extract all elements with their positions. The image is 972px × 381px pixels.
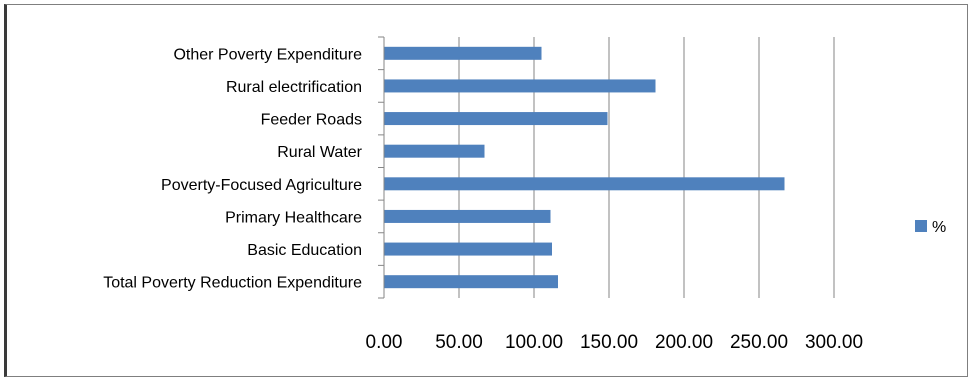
bar-6 [384, 242, 552, 256]
category-label: Rural electrification [226, 79, 362, 96]
legend: % [915, 219, 946, 236]
legend-swatch [915, 220, 927, 232]
bar-3 [384, 144, 485, 158]
x-tick-label: 0.00 [366, 332, 403, 353]
x-tick-label: 250.00 [730, 332, 788, 353]
chart-frame [4, 4, 968, 377]
category-label: Other Poverty Expenditure [173, 46, 362, 63]
x-tick-label: 100.00 [505, 332, 563, 353]
category-label: Rural Water [277, 144, 362, 161]
category-label: Primary Healthcare [225, 209, 362, 226]
bar-1 [384, 79, 656, 93]
category-label: Total Poverty Reduction Expenditure [103, 275, 362, 292]
x-tick-label: 50.00 [435, 332, 483, 353]
category-label: Poverty-Focused Agriculture [161, 177, 362, 194]
category-labels: Other Poverty Expenditure Rural electrifi… [103, 46, 362, 291]
value-axis-labels: 0.00 50.00 100.00 150.00 200.00 250.00 300.00 [366, 332, 864, 353]
bar-2 [384, 112, 608, 126]
x-tick-label: 300.00 [805, 332, 863, 353]
bar-7 [384, 275, 558, 289]
x-tick-label: 150.00 [580, 332, 638, 353]
category-label: Basic Education [247, 242, 362, 259]
category-label: Feeder Roads [261, 112, 362, 129]
bar-4 [384, 177, 785, 191]
bar-5 [384, 209, 551, 223]
bars [384, 46, 785, 289]
x-tick-label: 200.00 [655, 332, 713, 353]
bar-0 [384, 46, 542, 60]
category-axis [378, 36, 385, 299]
gridlines [458, 37, 835, 298]
legend-label: % [932, 219, 946, 236]
